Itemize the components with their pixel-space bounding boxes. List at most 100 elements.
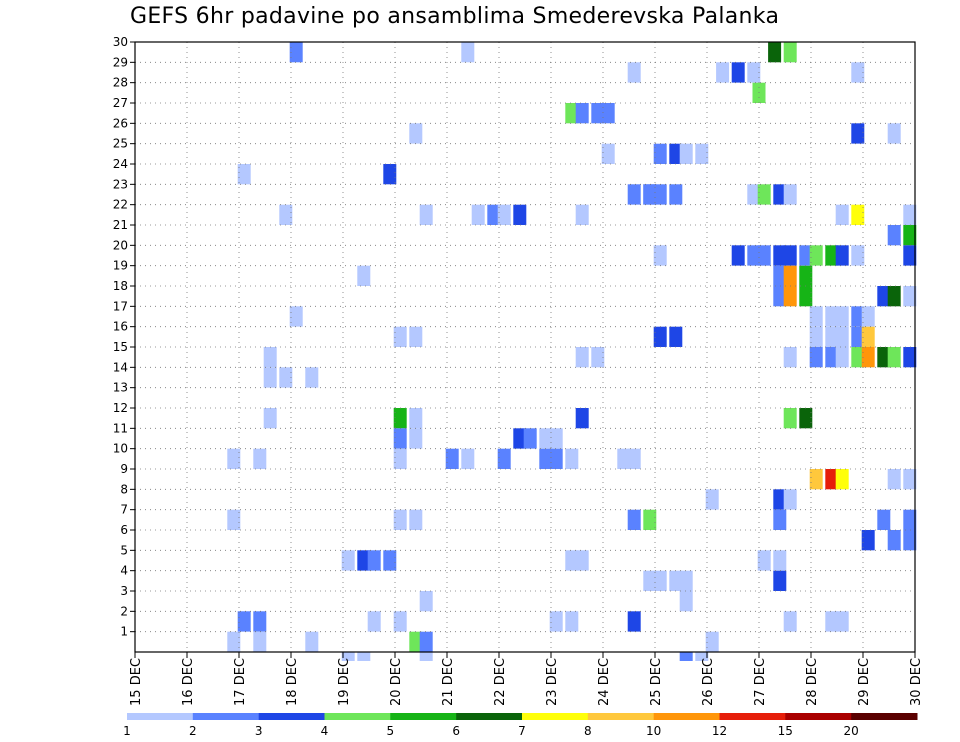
heatmap-cell [367,550,381,571]
legend-swatch [851,713,918,720]
heatmap-cell [627,509,641,530]
heatmap-cell [705,631,719,652]
heatmap-cell [565,611,579,632]
heatmap-cell [757,245,771,266]
heatmap-cell [289,306,303,327]
x-tick-label: 21 DEC [441,658,456,706]
heatmap-cell [877,347,891,368]
legend-label: 15 [778,724,793,738]
y-tick-label: 8 [120,482,128,496]
heatmap-cell [835,326,849,347]
heatmap-cell [716,62,730,83]
y-tick-label: 26 [113,116,128,130]
heatmap-cell [851,123,865,144]
heatmap-cell [835,469,849,490]
y-tick-label: 13 [113,381,128,395]
heatmap-cell [757,184,771,205]
heatmap-cell [773,489,787,510]
heatmap-cell [653,184,667,205]
y-tick-label: 4 [120,564,128,578]
heatmap-cell [825,611,839,632]
x-tick-label: 22 DEC [493,658,508,706]
heatmap-cell [445,448,459,469]
legend-label: 3 [255,724,263,738]
heatmap-cell [783,408,797,429]
heatmap-cell [393,448,407,469]
y-tick-label: 1 [120,625,128,639]
heatmap-cell [877,509,891,530]
heatmap-cell [835,306,849,327]
y-tick-label: 5 [120,543,128,557]
heatmap-cell [861,530,875,551]
heatmap-cell [393,611,407,632]
x-tick-label: 16 DEC [181,658,196,706]
heatmap-cell [887,225,901,246]
legend-label: 10 [646,724,661,738]
heatmap-cell [653,570,667,591]
y-tick-label: 19 [113,259,128,273]
heatmap-cell [799,265,813,286]
heatmap-cell [357,652,371,661]
heatmap-cell [497,448,511,469]
heatmap-cell [747,62,761,83]
heatmap-cell [799,245,813,266]
heatmap-cell [357,265,371,286]
legend-label: 2 [189,724,197,738]
heatmap-cell [253,448,267,469]
heatmap-cell [903,245,917,266]
heatmap-cell [513,428,527,449]
heatmap-cell [809,245,823,266]
heatmap-cell [575,103,589,124]
heatmap-cell [253,611,267,632]
heatmap-cell [835,611,849,632]
heatmap-cell [757,550,771,571]
heatmap-cell [653,326,667,347]
heatmap-cell [393,326,407,347]
x-tick-label: 17 DEC [233,658,248,706]
heatmap-cell [409,408,423,429]
heatmap-cell [731,62,745,83]
y-tick-label: 6 [120,523,128,537]
y-tick-label: 23 [113,177,128,191]
heatmap-cell [383,164,397,185]
legend-label: 1 [123,724,131,738]
heatmap-cell [539,448,553,469]
legend-swatch [192,713,260,720]
heatmap-cell [263,367,277,388]
heatmap-cell [409,326,423,347]
heatmap-cell [279,204,293,225]
heatmap-cell [679,143,693,164]
heatmap-cell [471,204,485,225]
heatmap-cell [643,570,657,591]
heatmap-cell [809,326,823,347]
heatmap-cell [835,204,849,225]
heatmap-cell [565,448,579,469]
heatmap-cell [227,509,241,530]
heatmap-cells [227,42,917,661]
legend-label: 5 [386,724,394,738]
legend-swatch [587,713,655,720]
heatmap-cell [783,286,797,307]
heatmap-cell [227,448,241,469]
heatmap-cell [903,347,917,368]
heatmap-cell [237,164,251,185]
y-tick-label: 9 [120,462,128,476]
heatmap-cell [591,347,605,368]
heatmap-cell [263,408,277,429]
heatmap-cell [627,611,641,632]
legend-label: 20 [844,724,859,738]
x-tick-label: 27 DEC [753,658,768,706]
heatmap-cell [263,347,277,368]
heatmap-cell [887,530,901,551]
heatmap-cell [783,265,797,286]
heatmap-cell [341,550,355,571]
heatmap-cell [851,306,865,327]
y-tick-label: 20 [113,238,128,252]
heatmap-cell [669,570,683,591]
heatmap-cell [409,123,423,144]
x-tick-label: 26 DEC [701,658,716,706]
heatmap-cell [851,326,865,347]
legend-label: 6 [452,724,460,738]
heatmap-cell [549,448,563,469]
heatmap-cell [409,509,423,530]
